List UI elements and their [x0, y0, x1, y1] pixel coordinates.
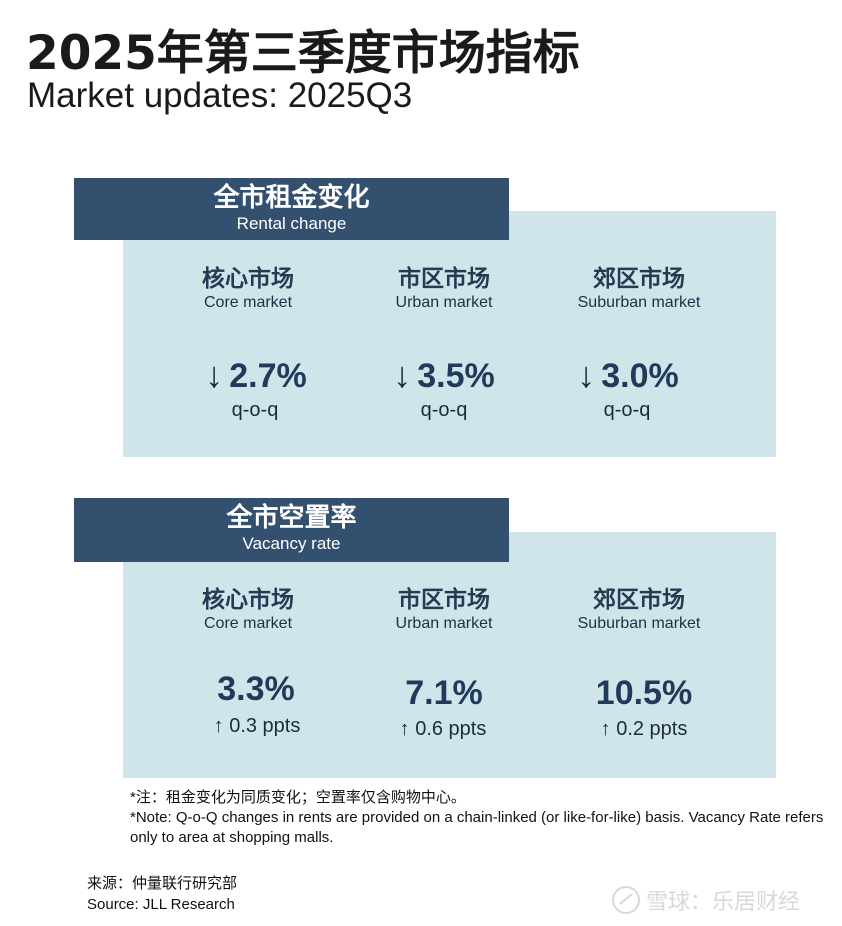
- market-name-en: Core market: [203, 294, 293, 311]
- market-name-cn: 市区市场: [398, 587, 490, 613]
- market-name-cn: 郊区市场: [593, 587, 685, 613]
- footnote-cn: *注：租金变化为同质变化；空置率仅含购物中心。: [130, 789, 466, 806]
- down-arrow-icon: ↓: [577, 354, 596, 395]
- market-name-cn: 核心市场: [202, 587, 294, 613]
- rental-change-panel: [123, 211, 776, 457]
- vacancy-core-change: ↑ 0.3 ppts: [213, 715, 301, 737]
- vacancy-suburban-change: ↑ 0.2 ppts: [600, 718, 688, 740]
- vacancy-rate-header-en: Vacancy rate: [242, 534, 341, 553]
- market-name-en: Suburban market: [577, 294, 701, 311]
- vacancy-suburban-value: 10.5%: [595, 674, 693, 712]
- rental-suburban-value: ↓ 3.0%: [528, 354, 728, 396]
- rental-change-value: 2.7%: [229, 357, 307, 395]
- rental-change-header: 全市租金变化 Rental change: [74, 178, 509, 240]
- market-name-en: Suburban market: [577, 615, 701, 632]
- source: 来源：仲量联行研究部 Source: JLL Research: [87, 873, 237, 915]
- source-en: Source: JLL Research: [87, 896, 235, 913]
- footnote: *注：租金变化为同质变化；空置率仅含购物中心。 *Note: Q-o-Q cha…: [130, 788, 830, 848]
- vacancy-urban-value: 7.1%: [405, 674, 483, 712]
- snowball-logo-icon: [612, 886, 640, 914]
- vacancy-rate-header-cn: 全市空置率: [226, 503, 357, 533]
- market-name-en: Urban market: [395, 294, 493, 311]
- vacancy-rate-panel: [123, 532, 776, 778]
- rental-core-period: q-o-q: [231, 399, 279, 421]
- page-title-cn: 2025年第三季度市场指标: [26, 26, 580, 81]
- vacancy-suburban-label: 郊区市场 Suburban market: [539, 586, 739, 634]
- rental-urban-period: q-o-q: [420, 399, 468, 421]
- rental-change-header-cn: 全市租金变化: [213, 183, 370, 213]
- vacancy-core-label: 核心市场 Core market: [148, 586, 348, 634]
- rental-suburban-label: 郊区市场 Suburban market: [539, 265, 739, 313]
- vacancy-core-value: 3.3%: [217, 670, 295, 708]
- vacancy-urban-change: ↑ 0.6 ppts: [399, 718, 487, 740]
- rental-change-header-en: Rental change: [236, 214, 347, 233]
- footnote-en: *Note: Q-o-Q changes in rents are provid…: [130, 809, 824, 846]
- rental-core-value: ↓ 2.7%: [156, 354, 356, 396]
- rental-core-label: 核心市场 Core market: [148, 265, 348, 313]
- page-title-en: Market updates: 2025Q3: [27, 76, 413, 115]
- down-arrow-icon: ↓: [205, 354, 224, 395]
- vacancy-urban-label: 市区市场 Urban market: [344, 586, 544, 634]
- rental-urban-value: ↓ 3.5%: [344, 354, 544, 396]
- watermark: 雪球：乐居财经: [612, 884, 800, 916]
- rental-suburban-period: q-o-q: [603, 399, 651, 421]
- source-cn: 来源：仲量联行研究部: [87, 875, 238, 892]
- rental-urban-label: 市区市场 Urban market: [344, 265, 544, 313]
- watermark-text: 雪球：乐居财经: [646, 890, 801, 915]
- rental-change-value: 3.5%: [417, 357, 495, 395]
- market-name-en: Core market: [203, 615, 293, 632]
- market-name-en: Urban market: [395, 615, 493, 632]
- down-arrow-icon: ↓: [393, 354, 412, 395]
- rental-change-value: 3.0%: [601, 357, 679, 395]
- vacancy-rate-header: 全市空置率 Vacancy rate: [74, 498, 509, 562]
- market-name-cn: 郊区市场: [593, 266, 685, 292]
- market-name-cn: 市区市场: [398, 266, 490, 292]
- market-name-cn: 核心市场: [202, 266, 294, 292]
